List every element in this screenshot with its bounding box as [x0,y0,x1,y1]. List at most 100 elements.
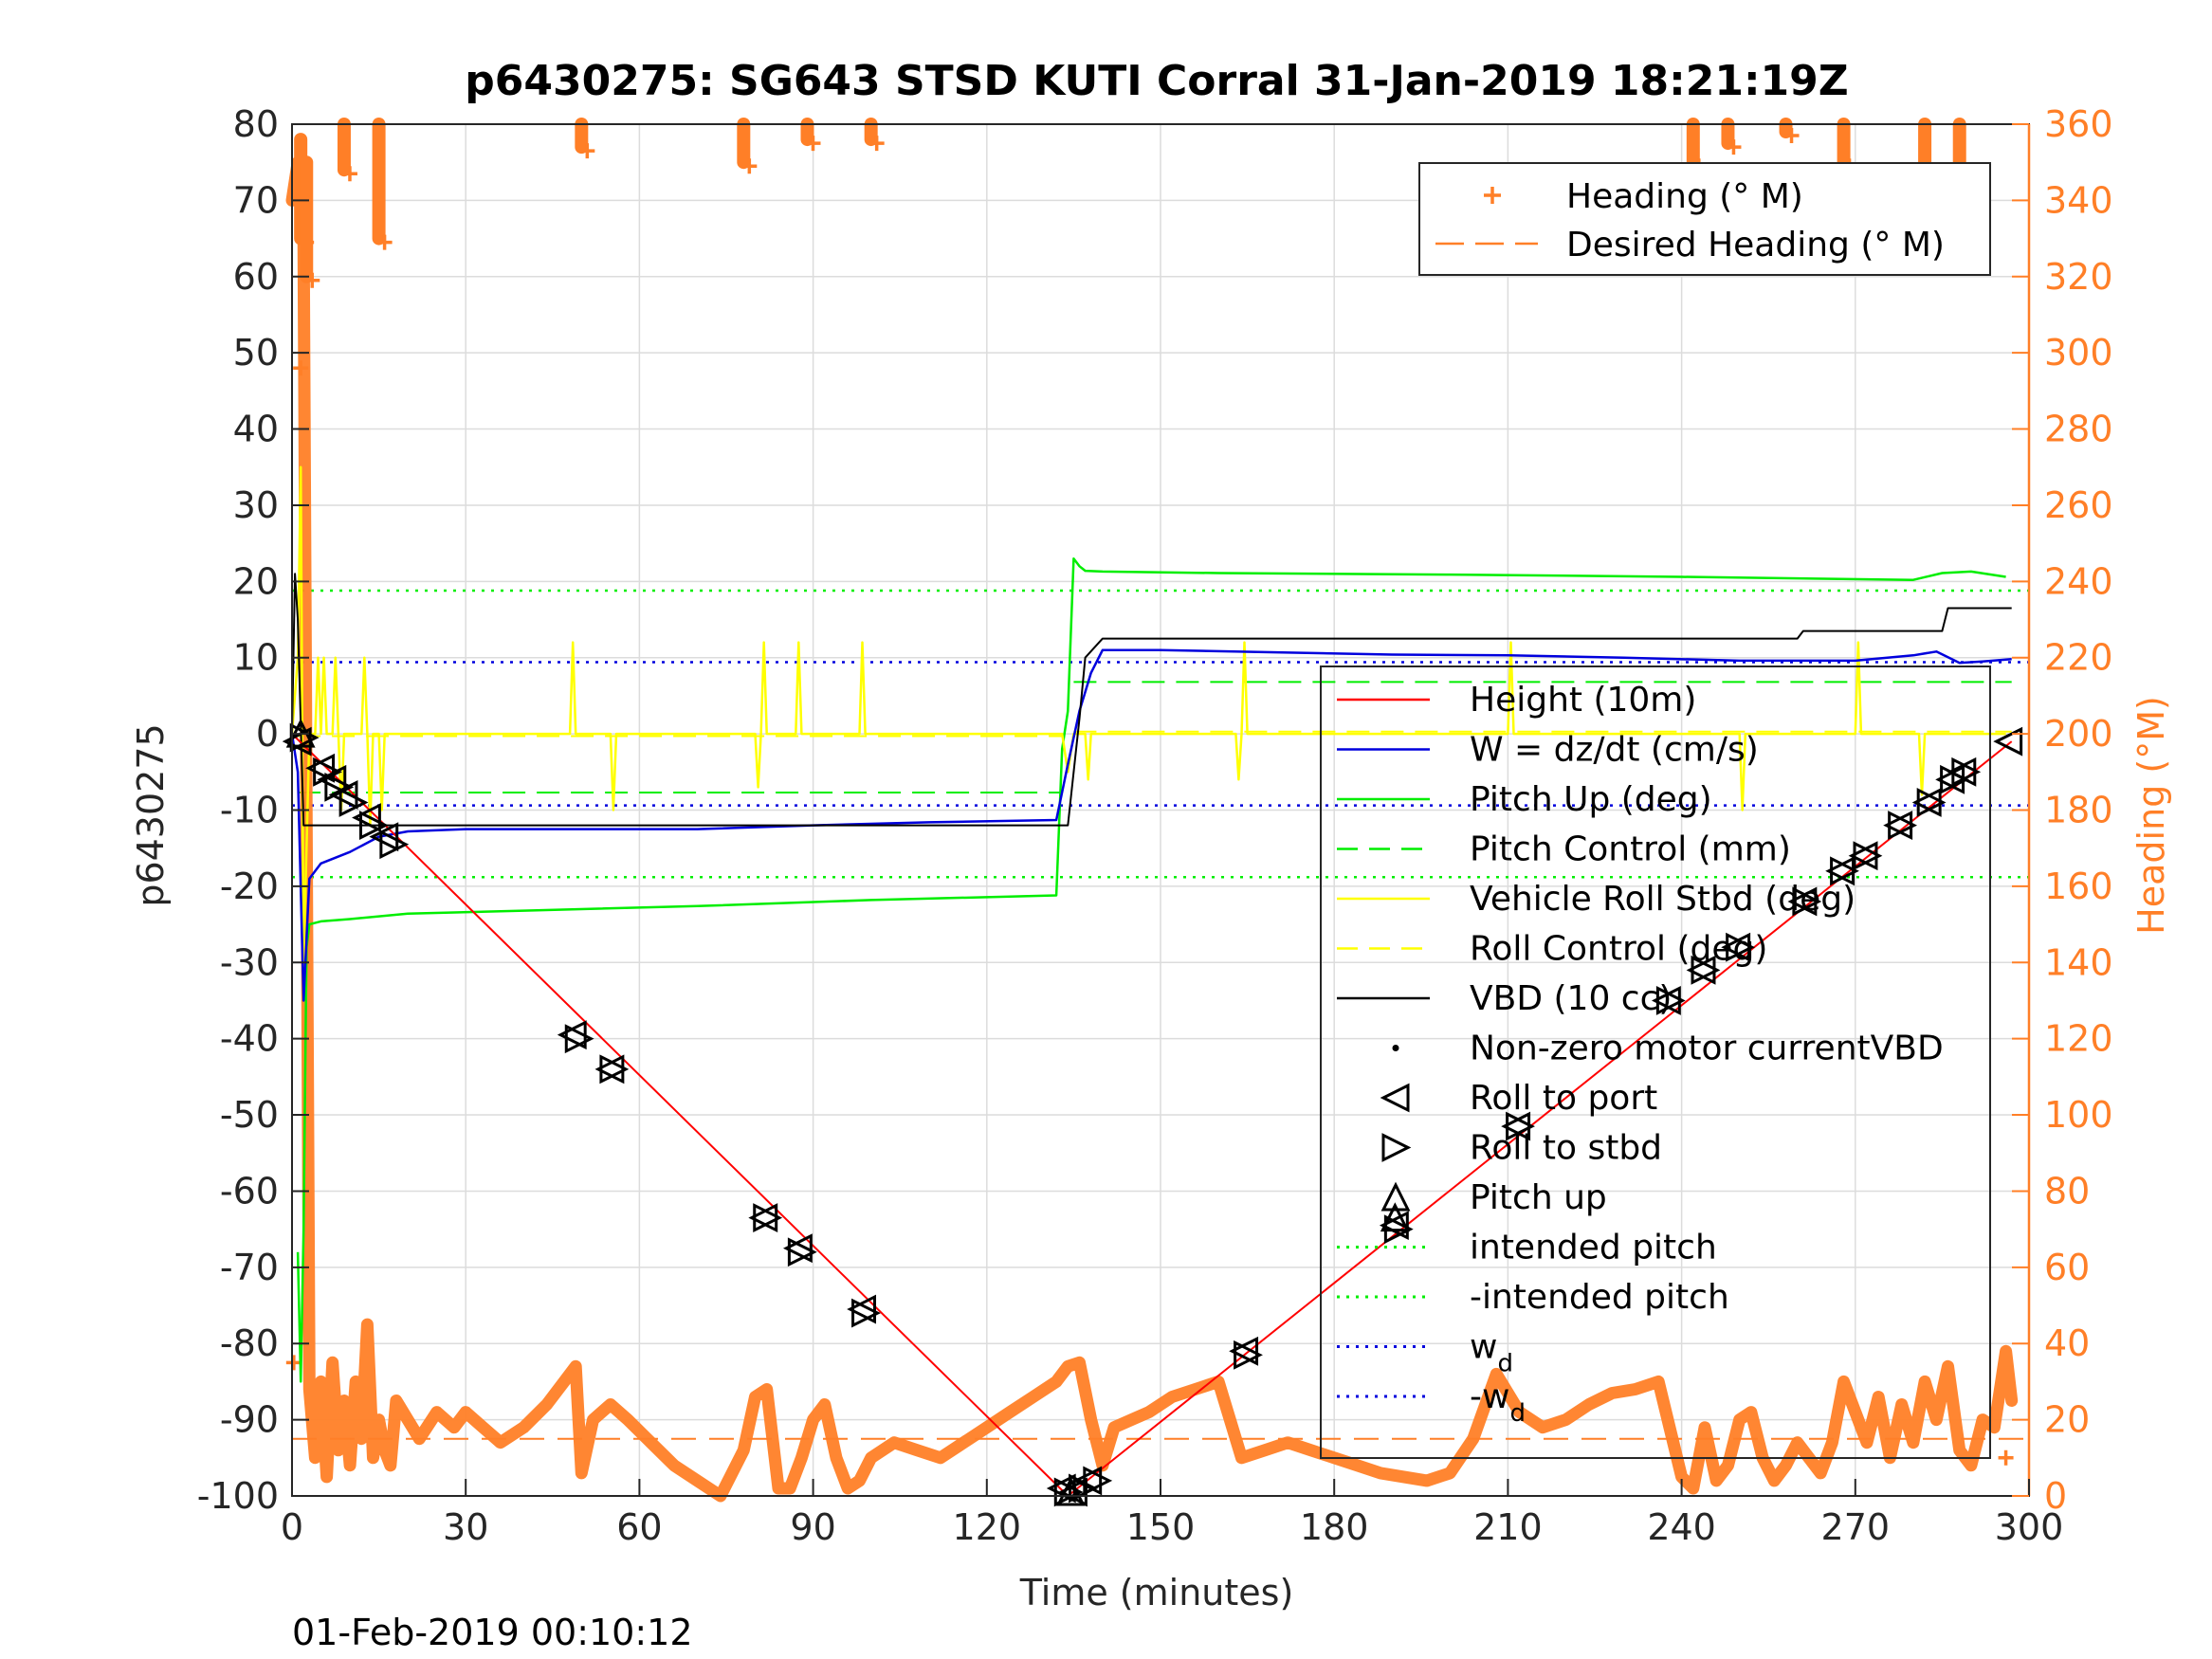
roll-to-port-marker [369,822,399,852]
heading-marker [341,166,357,182]
heading-marker [868,136,885,152]
y-tick-label-right: 0 [2044,1475,2067,1517]
y-tick-label-left: -90 [220,1399,279,1441]
roll-to-stbd-marker [1234,1340,1263,1370]
roll-to-stbd-marker [599,1054,630,1085]
reference-lines [292,589,2029,879]
heading-marker [579,143,595,159]
roll-to-stbd-marker [1083,1466,1113,1496]
roll-to-port-marker [1072,1466,1103,1496]
heading-marker [376,234,393,250]
y-axis-label-left: p6430275 [130,723,172,906]
y-tick-label-right: 120 [2044,1018,2113,1060]
roll-to-stbd-marker [338,788,369,817]
roll-to-stbd-marker [753,1203,783,1233]
legend-label: Vehicle Roll Stbd (deg) [1470,880,1856,919]
roll-to-stbd-marker [358,811,389,841]
series-line-w [290,648,2012,1002]
roll-to-stbd-marker [1830,856,1859,886]
y-tick-label-left: -20 [220,866,279,907]
y-tick-label-left: 20 [233,560,279,602]
y-tick-label-right: 40 [2044,1322,2090,1364]
legend-label: Pitch Up (deg) [1470,780,1712,819]
roll-to-port-marker [1379,1211,1409,1241]
y-tick-label-left: 50 [233,332,279,374]
legend-swatch [1392,1045,1399,1051]
y-tick-label-left: 80 [233,103,279,145]
roll-to-port-marker [317,764,347,794]
roll-to-stbd-marker [1888,811,1918,841]
y-tick-label-right: 300 [2044,332,2113,374]
roll-to-stbd-marker [1506,1111,1535,1141]
legend-label: intended pitch [1470,1229,1717,1267]
y-tick-label-left: -70 [220,1247,279,1288]
roll-to-stbd-marker [1655,986,1686,1015]
roll-to-stbd-marker [379,830,410,860]
roll-to-port-marker [1229,1336,1259,1366]
roll-to-port-marker [782,1233,813,1264]
chart-title: p6430275: SG643 STSD KUTI Corral 31-Jan-… [465,57,1848,105]
heading-trace [285,155,2019,1503]
pitch-up-marker [1380,1202,1410,1232]
y-tick-label-right: 280 [2044,409,2113,450]
y-tick-label-left: 30 [233,484,279,526]
legend-label: Roll Control (deg) [1470,930,1767,969]
legend-label-text: Height (10m) [1470,681,1696,720]
heading-marker [1726,139,1742,155]
y-tick-label-right: 80 [2044,1170,2090,1212]
roll-to-stbd-marker [564,1024,594,1054]
legend-label: Roll to port [1470,1079,1657,1118]
y-tick-label-left: -10 [220,790,279,831]
legend-label-text: -w [1470,1377,1509,1416]
x-tick-label: 120 [953,1506,1022,1548]
legend-label: -wd [1470,1377,1526,1428]
y-tick-label-right: 180 [2044,790,2113,831]
y-tick-label-left: 70 [233,179,279,221]
legend-main-frame [1320,665,1991,1459]
roll-to-port-marker [328,779,358,810]
x-tick-label: 210 [1473,1506,1543,1548]
x-tick-label: 180 [1300,1506,1369,1548]
x-tick-label: 90 [790,1506,835,1548]
x-tick-label: 30 [443,1506,488,1548]
y-axis-label-right: Heading (°M) [2130,696,2172,935]
y-tick-label-right: 20 [2044,1399,2090,1441]
legend-label-subscript: d [1497,1350,1513,1378]
y-tick-label-right: 360 [2044,103,2113,145]
legend-label-subscript: d [1509,1399,1526,1428]
legend-label-text: VBD (10 cc) [1470,979,1672,1018]
x-tick-label: 300 [1995,1506,2064,1548]
y-tick-label-right: 320 [2044,256,2113,298]
y-tick-label-left: 10 [233,637,279,679]
legend-swatch [1381,1133,1412,1162]
legend-label: Pitch up [1470,1178,1607,1217]
roll-to-stbd-marker [1691,955,1721,985]
legend-label: W = dz/dt (cm/s) [1470,731,1759,770]
roll-to-stbd-marker [787,1237,817,1267]
heading-marker [285,1355,302,1371]
heading-marker [805,136,821,152]
legend-label: Heading (° M) [1566,177,1803,216]
legend-label: Desired Heading (° M) [1566,226,1945,264]
legend-label: -intended pitch [1470,1278,1729,1317]
legend-label: VBD (10 cc) [1470,979,1672,1018]
legend-top-frame [1418,162,1991,276]
y-tick-label-left: -40 [220,1018,279,1060]
legend-swatch [1380,1083,1410,1113]
legend-swatch [1380,1181,1411,1212]
y-tick-label-right: 100 [2044,1094,2113,1136]
legend-label-text: Roll to port [1470,1079,1657,1118]
y-tick-label-right: 340 [2044,179,2113,221]
y-tick-label-left: 0 [256,713,279,755]
legend-label: Height (10m) [1470,681,1696,720]
legend-label-text: Pitch up [1470,1178,1607,1217]
footer-timestamp: 01-Feb-2019 00:10:12 [292,1612,693,1653]
legend-label-text: Pitch Control (mm) [1470,830,1791,869]
y-tick-label-right: 260 [2044,484,2113,526]
x-tick-label: 270 [1821,1506,1891,1548]
legend-main: Height (10m) W = dz/dt (cm/s) Pitch Up (de… [1320,665,1991,1459]
y-tick-label-left: -30 [220,941,279,983]
y-tick-label-left: -100 [197,1475,279,1517]
roll-to-stbd-marker [1069,1473,1098,1504]
